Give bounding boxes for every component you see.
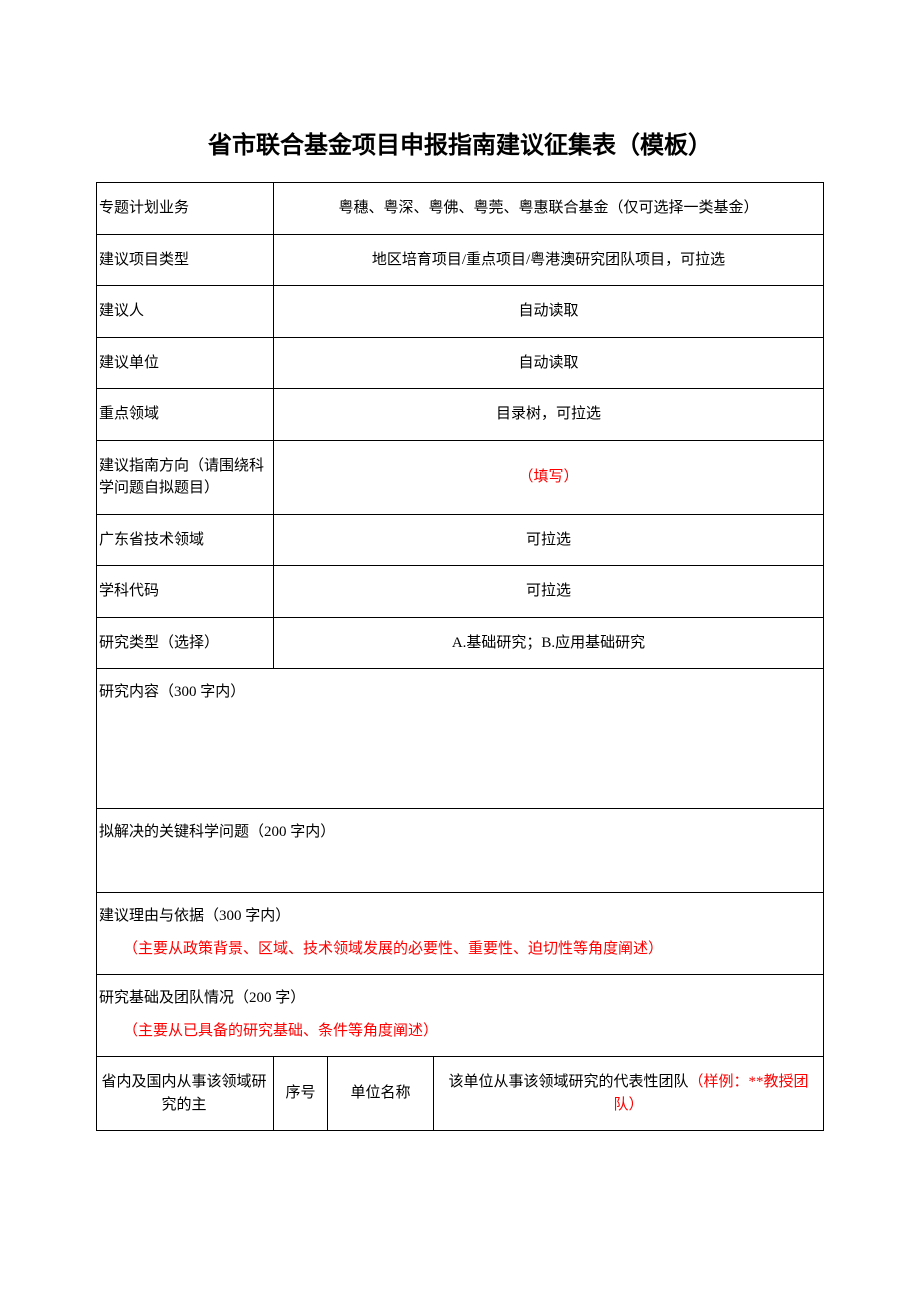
section-rationale: 建议理由与依据（300 字内） （主要从政策背景、区域、技术领域发展的必要性、重… — [97, 893, 824, 975]
section-research-content: 研究内容（300 字内） — [97, 669, 824, 809]
value-organization: 自动读取 — [274, 337, 824, 389]
research-content-cell: 研究内容（300 字内） — [97, 669, 824, 809]
label-special-plan: 专题计划业务 — [97, 183, 274, 235]
nested-row-label: 省内及国内从事该领域研究的主 — [97, 1057, 274, 1131]
value-proposer: 自动读取 — [274, 286, 824, 338]
col-seq-header: 序号 — [274, 1057, 328, 1131]
table-row: 研究类型（选择） A.基础研究；B.应用基础研究 — [97, 617, 824, 669]
foundation-note: （主要从已具备的研究基础、条件等角度阐述） — [99, 1023, 438, 1039]
table-row: 建议项目类型 地区培育项目/重点项目/粤港澳研究团队项目，可拉选 — [97, 234, 824, 286]
table-row: 专题计划业务 粤穗、粤深、粤佛、粤莞、粤惠联合基金（仅可选择一类基金） — [97, 183, 824, 235]
label-research-type: 研究类型（选择） — [97, 617, 274, 669]
value-key-area: 目录树，可拉选 — [274, 389, 824, 441]
label-organization: 建议单位 — [97, 337, 274, 389]
key-problems-cell: 拟解决的关键科学问题（200 字内） — [97, 809, 824, 893]
label-guide-direction: 建议指南方向（请围绕科学问题自拟题目） — [97, 440, 274, 514]
table-row: 广东省技术领域 可拉选 — [97, 514, 824, 566]
col-team-prefix: 该单位从事该领域研究的代表性团队 — [448, 1074, 688, 1090]
rationale-note: （主要从政策背景、区域、技术领域发展的必要性、重要性、迫切性等角度阐述） — [99, 941, 663, 957]
foundation-cell: 研究基础及团队情况（200 字） （主要从已具备的研究基础、条件等角度阐述） — [97, 975, 824, 1057]
table-row: 建议指南方向（请围绕科学问题自拟题目） （填写） — [97, 440, 824, 514]
foundation-label: 研究基础及团队情况（200 字） — [99, 987, 819, 1020]
label-subject-code: 学科代码 — [97, 566, 274, 618]
value-project-type: 地区培育项目/重点项目/粤港澳研究团队项目，可拉选 — [274, 234, 824, 286]
rationale-cell: 建议理由与依据（300 字内） （主要从政策背景、区域、技术领域发展的必要性、重… — [97, 893, 824, 975]
section-key-problems: 拟解决的关键科学问题（200 字内） — [97, 809, 824, 893]
value-tech-area: 可拉选 — [274, 514, 824, 566]
nested-table-header-row: 省内及国内从事该领域研究的主 序号 单位名称 该单位从事该领域研究的代表性团队（… — [97, 1057, 824, 1131]
section-foundation: 研究基础及团队情况（200 字） （主要从已具备的研究基础、条件等角度阐述） — [97, 975, 824, 1057]
col-team-header: 该单位从事该领域研究的代表性团队（样例：**教授团队） — [434, 1057, 824, 1131]
form-table: 专题计划业务 粤穗、粤深、粤佛、粤莞、粤惠联合基金（仅可选择一类基金） 建议项目… — [96, 182, 824, 1131]
label-project-type: 建议项目类型 — [97, 234, 274, 286]
value-guide-direction: （填写） — [274, 440, 824, 514]
label-key-area: 重点领域 — [97, 389, 274, 441]
col-unit-header: 单位名称 — [328, 1057, 434, 1131]
value-subject-code: 可拉选 — [274, 566, 824, 618]
table-row: 建议人 自动读取 — [97, 286, 824, 338]
label-proposer: 建议人 — [97, 286, 274, 338]
label-tech-area: 广东省技术领域 — [97, 514, 274, 566]
table-row: 建议单位 自动读取 — [97, 337, 824, 389]
key-problems-label: 拟解决的关键科学问题（200 字内） — [99, 824, 335, 840]
research-content-label: 研究内容（300 字内） — [99, 684, 245, 700]
rationale-label: 建议理由与依据（300 字内） — [99, 905, 819, 938]
value-special-plan: 粤穗、粤深、粤佛、粤莞、粤惠联合基金（仅可选择一类基金） — [274, 183, 824, 235]
document-title: 省市联合基金项目申报指南建议征集表（模板） — [96, 125, 824, 160]
value-research-type: A.基础研究；B.应用基础研究 — [274, 617, 824, 669]
table-row: 学科代码 可拉选 — [97, 566, 824, 618]
table-row: 重点领域 目录树，可拉选 — [97, 389, 824, 441]
